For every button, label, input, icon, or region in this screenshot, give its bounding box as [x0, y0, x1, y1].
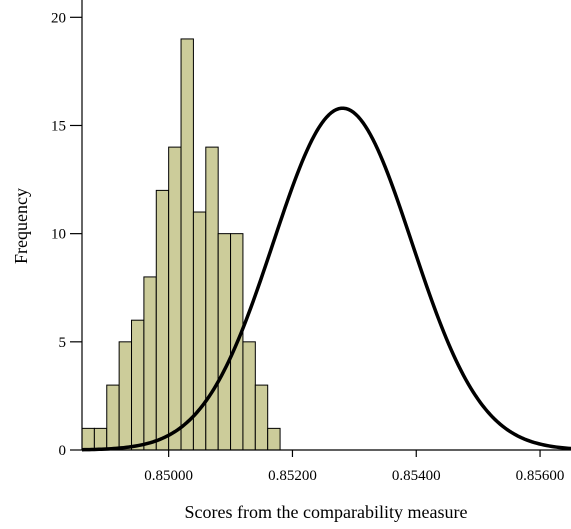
- histogram-bar: [217, 233, 232, 451]
- x-tick-label: 0.85400: [392, 468, 441, 484]
- histogram-bar: [180, 38, 194, 451]
- histogram-bar: [254, 384, 269, 451]
- histogram-bar: [242, 341, 256, 451]
- histogram-bar: [205, 146, 219, 451]
- y-axis-title: Frequency: [11, 188, 31, 264]
- histogram-bar: [267, 427, 281, 451]
- x-axis-ticks: 0.85000 0.85200 0.85400 0.85600: [144, 450, 564, 484]
- histogram-bar: [81, 427, 95, 451]
- histogram-bar: [131, 319, 145, 451]
- y-tick-label: 15: [51, 118, 66, 134]
- y-tick-label: 20: [51, 10, 66, 26]
- normal-curve: [81, 106, 571, 452]
- histogram-bars: [81, 38, 281, 451]
- histogram-bar: [106, 384, 120, 451]
- x-tick-label: 0.85200: [268, 468, 317, 484]
- x-tick-label: 0.85600: [516, 468, 565, 484]
- y-tick-label: 0: [59, 443, 67, 459]
- histogram-bar: [118, 341, 133, 451]
- y-tick-label: 10: [51, 227, 66, 243]
- x-tick-label: 0.85000: [144, 468, 193, 484]
- histogram-bar: [93, 427, 108, 451]
- x-axis-title: Scores from the comparability measure: [185, 502, 468, 522]
- histogram-bar: [155, 189, 170, 451]
- histogram-bar: [168, 146, 182, 451]
- histogram-bar: [143, 276, 157, 451]
- y-tick-label: 5: [59, 335, 67, 351]
- y-axis-ticks: 0 5 10 15 20: [51, 10, 82, 459]
